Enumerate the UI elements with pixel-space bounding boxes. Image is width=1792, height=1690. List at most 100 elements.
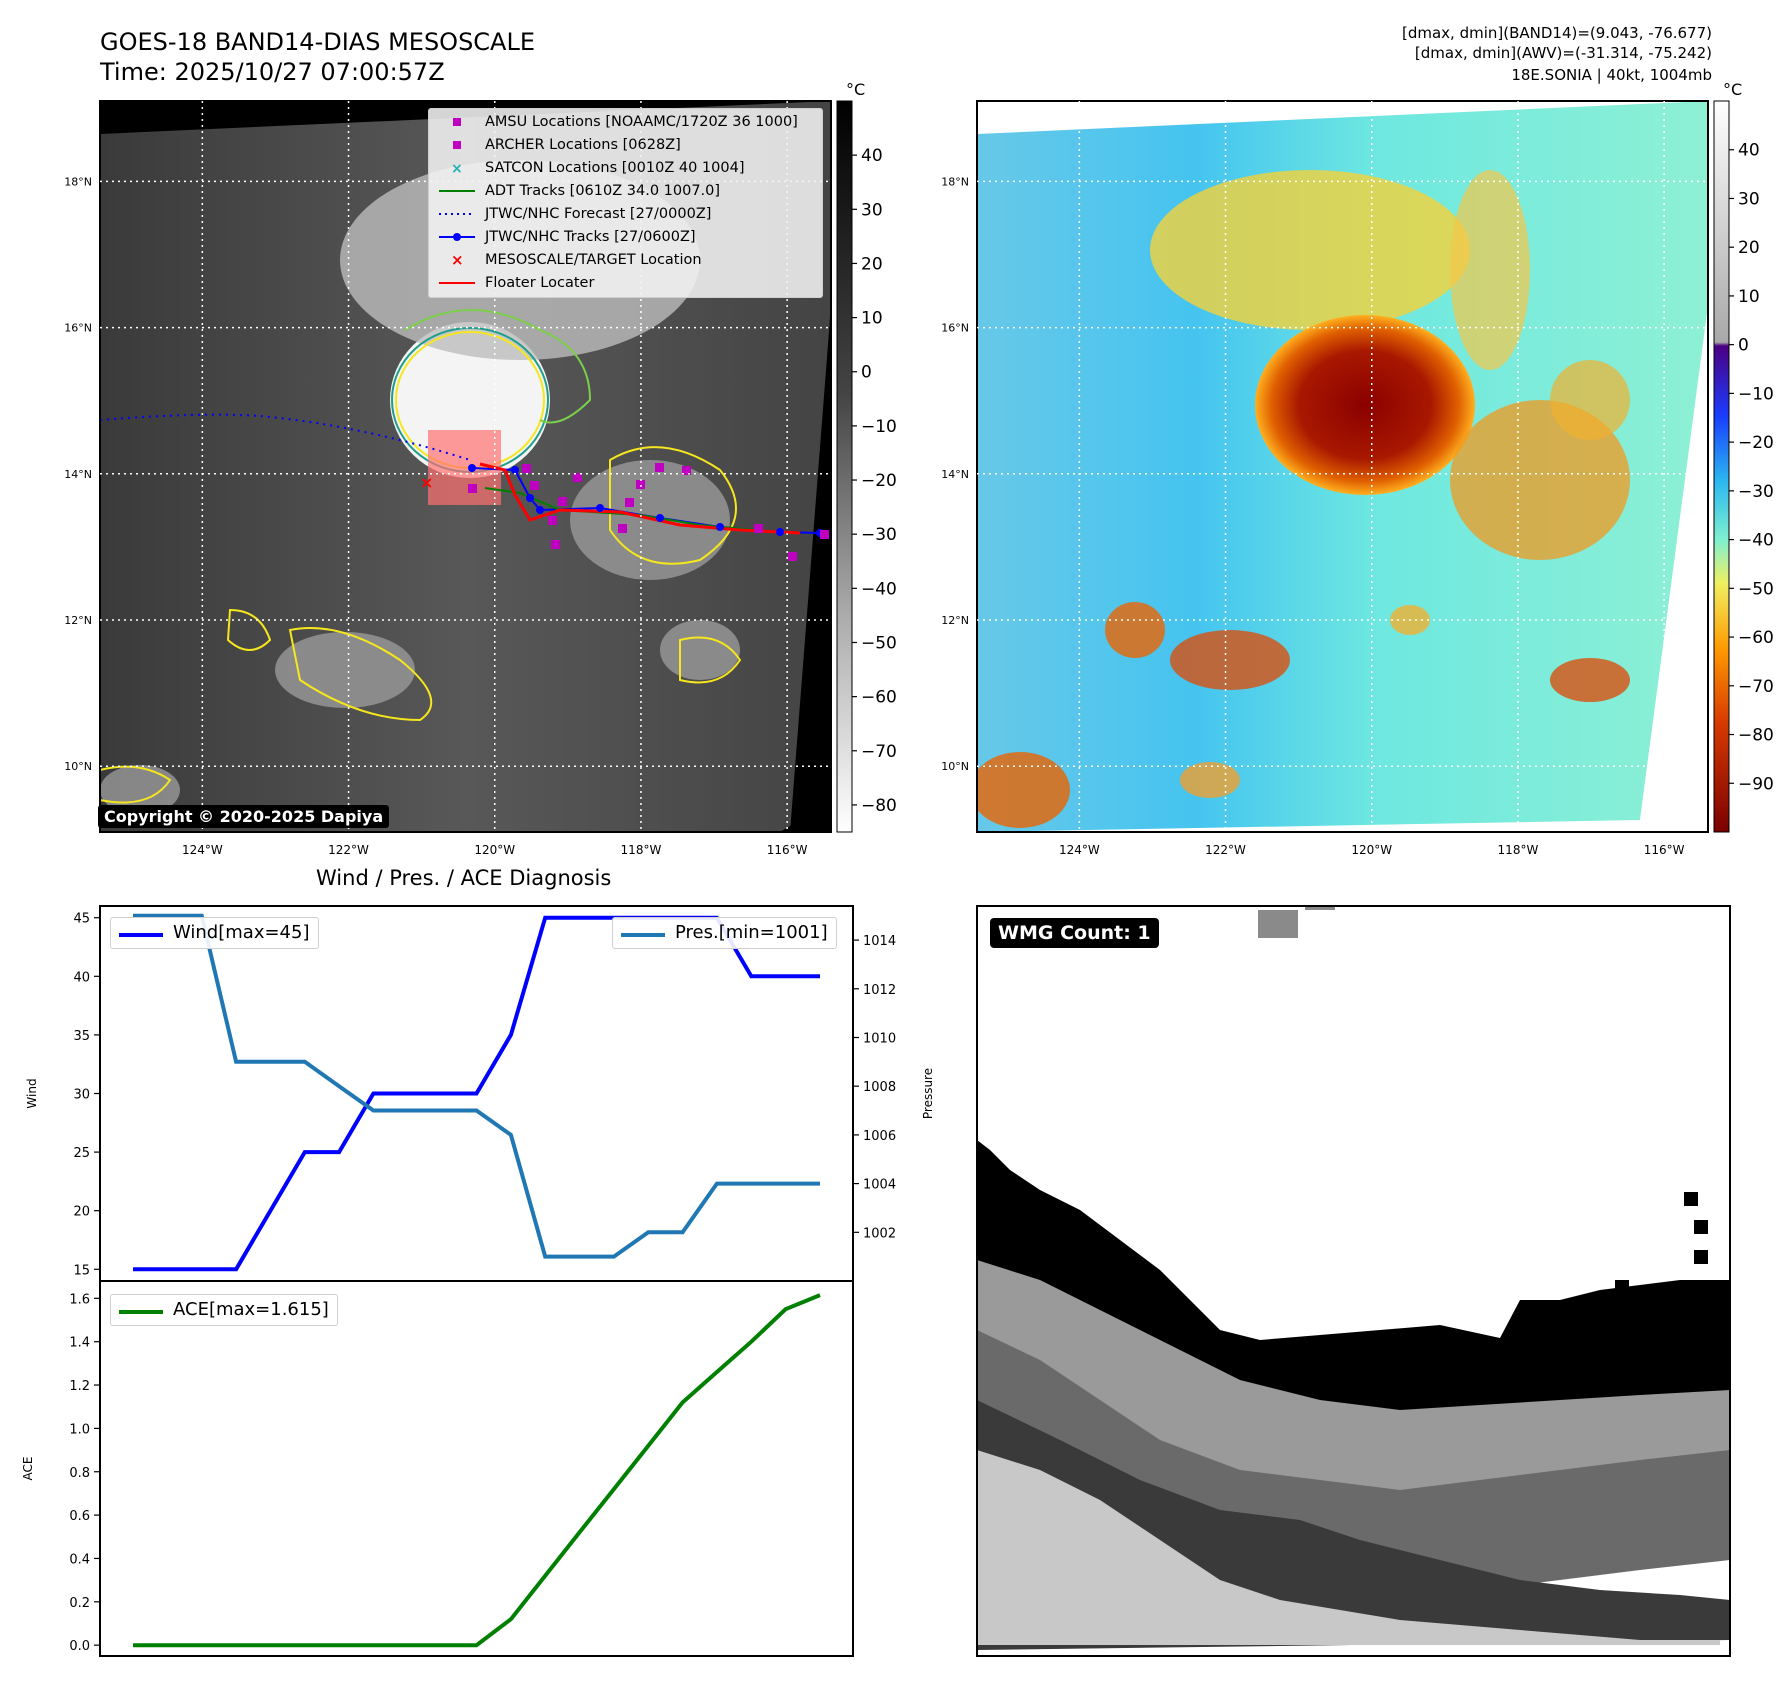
y-axis-label: ACE bbox=[21, 1457, 35, 1481]
colorbar-tick-label: 30 bbox=[861, 200, 883, 220]
y-tick-label: 25 bbox=[73, 1146, 90, 1161]
y-axis-label: Wind bbox=[25, 1078, 39, 1108]
y-tick-label: 35 bbox=[73, 1029, 90, 1044]
wind-legend-swatch bbox=[119, 933, 163, 937]
colorbar-tick-label: −10 bbox=[861, 417, 897, 437]
colorbar-tick-label: −40 bbox=[1738, 531, 1774, 551]
legend-satcon-label: SATCON Locations [0010Z 40 1004] bbox=[485, 160, 745, 176]
ir-lon-label: 122°W bbox=[328, 843, 369, 857]
legend-item-archer: ARCHER Locations [0628Z] bbox=[437, 134, 817, 156]
y-tick-label: 0.8 bbox=[69, 1466, 90, 1481]
legend-archer-label: ARCHER Locations [0628Z] bbox=[485, 137, 681, 153]
wv-map-panel: 18°N 16°N 14°N 12°N 10°N 124°W 122°W 120°W 118°… bbox=[941, 100, 1709, 857]
dmax-awv-text: [dmax, dmin](AWV)=(-31.314, -75.242) bbox=[1414, 44, 1712, 62]
ir-lon-label: 124°W bbox=[182, 843, 223, 857]
colorbar-tick-label: −30 bbox=[1738, 482, 1774, 502]
legend-adt-marker bbox=[439, 190, 475, 192]
ace-legend: ACE[max=1.615] bbox=[110, 1294, 338, 1326]
wv-gridlines bbox=[977, 101, 1708, 832]
legend-archer-marker bbox=[453, 141, 461, 149]
wmg-light-band bbox=[977, 1450, 1720, 1645]
colorbar-tick-label: −20 bbox=[1738, 433, 1774, 453]
ir-colorbar: 40 30 20 10 0 −10 −20 −30 −40 −50 −60 −70 −80 bbox=[836, 100, 897, 833]
wmg-count-badge: WMG Count: 1 bbox=[990, 918, 1159, 948]
colorbar-tick-label: −50 bbox=[1738, 579, 1774, 599]
legend-item-amsu: AMSU Locations [NOAAMC/1720Z 36 1000] bbox=[437, 111, 817, 133]
wind-legend-label: Wind[max=45] bbox=[173, 922, 310, 943]
wv-lat-label: 12°N bbox=[941, 614, 969, 627]
colorbar-tick-label: −80 bbox=[861, 796, 897, 816]
jtwc-track-points bbox=[468, 464, 824, 537]
ir-lon-label: 118°W bbox=[621, 843, 662, 857]
wv-colorbar: 40 30 20 10 0 −10 −20 −30 −40 −50 −60 −70 −80 −90 bbox=[1713, 100, 1774, 833]
legend-item-track: JTWC/NHC Tracks [27/0600Z] bbox=[437, 226, 817, 248]
wv-lon-label: 118°W bbox=[1498, 843, 1539, 857]
y-tick-label: 0.0 bbox=[69, 1639, 90, 1654]
wind-legend: Wind[max=45] bbox=[110, 917, 319, 949]
wv-lon-label: 116°W bbox=[1644, 843, 1685, 857]
colorbar-tick-label: −60 bbox=[861, 688, 897, 708]
colorbar-tick-label: −70 bbox=[1738, 677, 1774, 697]
colorbar-tick-label: −50 bbox=[861, 633, 897, 653]
pressure-legend: Pres.[min=1001] bbox=[612, 917, 837, 949]
dmax-band14-text: [dmax, dmin](BAND14)=(9.043, -76.677) bbox=[1401, 24, 1712, 42]
legend-item-floater: Floater Locater bbox=[437, 272, 817, 294]
colorbar-tick-label: 0 bbox=[1738, 336, 1749, 356]
y-tick-label: 15 bbox=[73, 1263, 90, 1278]
colorbar-tick-label: −90 bbox=[1738, 774, 1774, 794]
colorbar-tick-label: 10 bbox=[1738, 287, 1760, 307]
colorbar-tick-label: −30 bbox=[861, 525, 897, 545]
legend-floater-marker bbox=[439, 282, 475, 284]
pressure-legend-swatch bbox=[621, 933, 665, 937]
colorbar-tick-label: −70 bbox=[861, 742, 897, 762]
y-tick-label: 1.4 bbox=[69, 1336, 90, 1351]
colorbar-tick-label: −60 bbox=[1738, 628, 1774, 648]
colorbar-tick-label: −40 bbox=[861, 579, 897, 599]
ir-lat-label: 14°N bbox=[64, 468, 92, 481]
y-tick-label: 1012 bbox=[863, 983, 896, 998]
wv-lat-label: 14°N bbox=[941, 468, 969, 481]
legend-amsu-label: AMSU Locations [NOAAMC/1720Z 36 1000] bbox=[485, 114, 798, 130]
svg-text:×: × bbox=[451, 251, 464, 269]
y-tick-label: 1.0 bbox=[69, 1422, 90, 1437]
wv-storm-core bbox=[1255, 315, 1475, 495]
legend-satcon-marker: × bbox=[451, 161, 463, 177]
ir-lat-labels: 18°N 16°N 14°N 12°N 10°N bbox=[64, 175, 92, 773]
wv-lat-label: 10°N bbox=[941, 760, 969, 773]
colorbar-left-unit: °C bbox=[846, 80, 866, 99]
legend-track-marker bbox=[439, 233, 475, 241]
colorbar-tick-label: 10 bbox=[861, 309, 883, 329]
legend-target-label: MESOSCALE/TARGET Location bbox=[485, 252, 702, 268]
legend-item-target: × MESOSCALE/TARGET Location bbox=[437, 249, 817, 271]
ir-lon-label: 120°W bbox=[474, 843, 515, 857]
colorbar-tick-label: 0 bbox=[861, 363, 872, 383]
wv-lon-label: 120°W bbox=[1351, 843, 1392, 857]
svg-text:×: × bbox=[451, 161, 463, 177]
y-tick-label: 20 bbox=[73, 1205, 90, 1220]
y-tick-label: 0.2 bbox=[69, 1596, 90, 1611]
y-tick-label: 1014 bbox=[863, 934, 896, 949]
colorbar-tick-label: −20 bbox=[861, 471, 897, 491]
ace-legend-label: ACE[max=1.615] bbox=[173, 1299, 329, 1320]
y-tick-label: 1002 bbox=[863, 1226, 896, 1241]
wv-lat-label: 16°N bbox=[941, 322, 969, 335]
wind-pressure-panel: 15 20 25 30 35 40 45 Wind 1002 1004 1006 1008 1010 1… bbox=[25, 905, 935, 1282]
legend-target-marker: × bbox=[451, 251, 464, 269]
wv-lon-label: 122°W bbox=[1205, 843, 1246, 857]
legend-amsu-marker bbox=[453, 118, 461, 126]
colorbar-right-unit: °C bbox=[1723, 80, 1743, 99]
ir-lon-labels: 124°W 122°W 120°W 118°W 116°W bbox=[182, 843, 808, 857]
y-tick-label: 1010 bbox=[863, 1031, 896, 1046]
wv-lat-labels: 18°N 16°N 14°N 12°N 10°N bbox=[941, 175, 969, 773]
y-tick-label: 45 bbox=[73, 912, 90, 927]
ace-legend-swatch bbox=[119, 1310, 163, 1314]
map-legend: AMSU Locations [NOAAMC/1720Z 36 1000] AR… bbox=[428, 108, 823, 298]
y-tick-label: 1008 bbox=[863, 1080, 896, 1095]
wv-lon-label: 124°W bbox=[1059, 843, 1100, 857]
colorbar-tick-label: −10 bbox=[1738, 384, 1774, 404]
ir-lat-label: 16°N bbox=[64, 322, 92, 335]
ir-lat-label: 10°N bbox=[64, 760, 92, 773]
colorbar-tick-label: −80 bbox=[1738, 726, 1774, 746]
y-axis-label: Pressure bbox=[921, 1068, 935, 1119]
y-tick-label: 1.2 bbox=[69, 1379, 90, 1394]
